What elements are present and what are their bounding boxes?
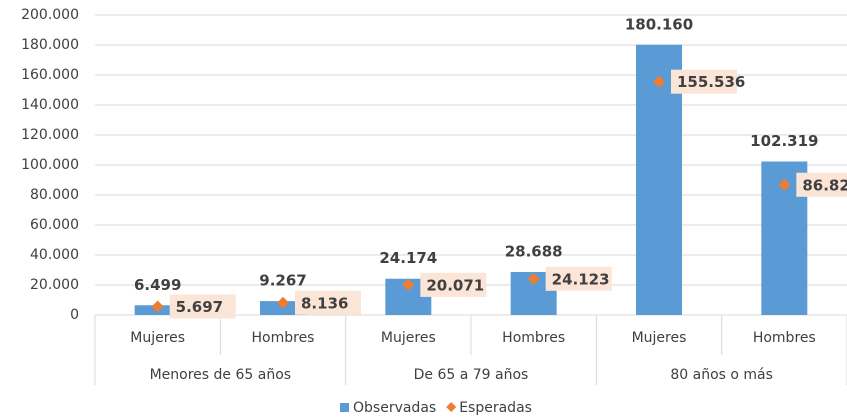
value-label: 28.688: [505, 242, 563, 260]
marker: [402, 278, 415, 291]
legend-swatch: [446, 402, 457, 412]
marker: [151, 300, 164, 313]
y-tick-label: 20.000: [30, 277, 79, 293]
value-label-box: [796, 172, 847, 197]
x-tick-label: Hombres: [502, 330, 565, 346]
value-label: 24.123: [552, 270, 610, 288]
y-tick-label: 100.000: [21, 157, 79, 173]
value-label: 20.071: [426, 276, 484, 294]
value-label: 155.536: [677, 73, 745, 91]
y-tick-label: 200.000: [21, 7, 79, 23]
y-tick-label: 40.000: [30, 247, 79, 263]
x-tick-label: Mujeres: [381, 330, 436, 346]
marker: [653, 75, 665, 88]
group-label: De 65 a 79 años: [414, 367, 529, 383]
x-tick-label: Hombres: [753, 330, 816, 346]
value-label: 8.136: [301, 294, 348, 312]
y-tick-label: 140.000: [21, 97, 79, 113]
value-label-box: [169, 294, 236, 319]
y-tick-label: 120.000: [21, 127, 79, 143]
legend-swatch: [340, 403, 349, 412]
value-label-box: [671, 69, 737, 94]
marker: [527, 272, 540, 285]
value-label-box: [420, 272, 487, 297]
x-tick-label: Hombres: [252, 330, 315, 346]
value-label: 102.319: [750, 132, 818, 150]
y-tick-label: 0: [70, 307, 79, 323]
value-label: 9.267: [259, 272, 306, 290]
legend-label: Esperadas: [459, 400, 532, 416]
y-tick-label: 60.000: [30, 217, 79, 233]
value-label: 24.174: [379, 249, 437, 267]
value-label: 180.160: [625, 15, 693, 33]
x-tick-label: Mujeres: [632, 330, 687, 346]
value-label-box: [545, 266, 612, 291]
x-tick-label: Mujeres: [130, 330, 185, 346]
group-label: 80 años o más: [670, 367, 773, 383]
y-tick-label: 160.000: [21, 67, 79, 83]
value-label: 6.499: [134, 276, 181, 294]
y-tick-label: 180.000: [21, 37, 79, 53]
marker: [778, 178, 791, 191]
marker: [277, 296, 289, 309]
group-label: Menores de 65 años: [150, 367, 291, 383]
value-label: 86.820: [802, 176, 847, 194]
value-label-box: [295, 290, 361, 315]
legend-label: Observadas: [353, 400, 436, 416]
value-label: 5.697: [176, 298, 223, 316]
y-tick-label: 80.000: [30, 187, 79, 203]
